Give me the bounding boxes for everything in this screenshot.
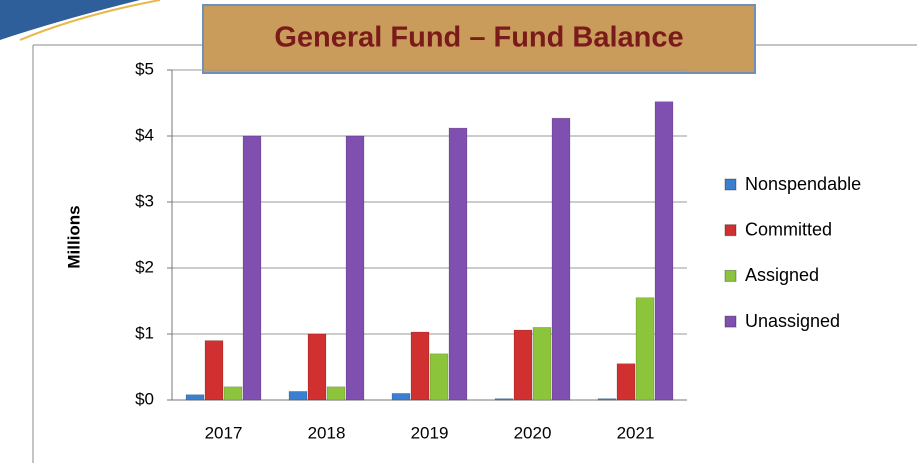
- x-tick-label: 2018: [308, 423, 346, 442]
- legend-swatch: [724, 224, 737, 237]
- bar: [513, 329, 533, 401]
- legend-label: Assigned: [745, 265, 819, 285]
- bar: [410, 331, 430, 401]
- y-tick-label: $1: [135, 323, 154, 342]
- x-tick-label: 2021: [617, 423, 655, 442]
- bar: [532, 327, 552, 401]
- bar: [597, 398, 617, 401]
- bar: [242, 135, 262, 401]
- chart-title: General Fund – Fund Balance: [274, 22, 683, 54]
- bar: [326, 386, 346, 401]
- title-box: [202, 4, 756, 74]
- y-axis-label: Millions: [64, 205, 83, 268]
- y-tick-label: $3: [135, 191, 154, 210]
- bar: [448, 127, 468, 401]
- x-tick-label: 2017: [205, 423, 243, 442]
- bar: [288, 391, 308, 401]
- bar: [429, 353, 449, 401]
- x-tick-label: 2019: [411, 423, 449, 442]
- bar: [345, 135, 365, 401]
- y-tick-label: $5: [135, 59, 154, 78]
- x-tick-label: 2020: [514, 423, 552, 442]
- bar: [307, 333, 327, 401]
- y-tick-label: $2: [135, 257, 154, 276]
- y-tick-label: $4: [135, 125, 154, 144]
- bar: [185, 394, 205, 401]
- legend-swatch: [724, 178, 737, 191]
- decor-swoosh: [0, 0, 140, 40]
- bar: [391, 393, 411, 401]
- legend-swatch: [724, 269, 737, 282]
- bar: [204, 340, 224, 401]
- legend-label: Committed: [745, 219, 832, 239]
- legend-swatch: [724, 315, 737, 328]
- decor-line: [19, 0, 161, 41]
- bar: [551, 117, 571, 401]
- legend-label: Nonspendable: [745, 174, 861, 194]
- y-tick-label: $0: [135, 389, 154, 408]
- legend-label: Unassigned: [745, 311, 840, 331]
- bar: [494, 398, 514, 401]
- bar: [616, 363, 636, 401]
- bar: [635, 297, 655, 401]
- bar: [223, 386, 243, 401]
- bar: [654, 101, 674, 401]
